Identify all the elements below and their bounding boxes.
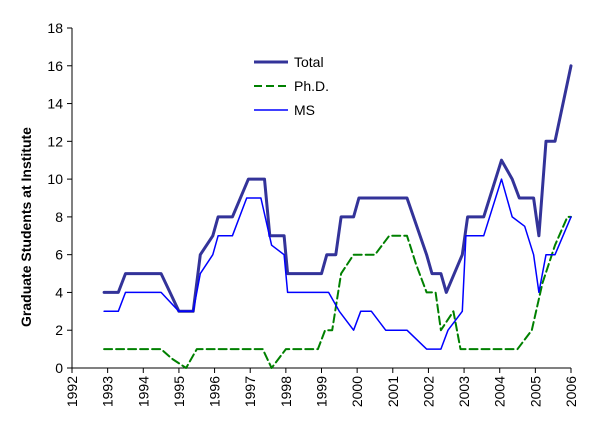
- x-tick-label: 2003: [456, 376, 472, 407]
- legend: Total Ph.D. MS: [254, 54, 329, 118]
- y-tick-label: 18: [47, 20, 63, 36]
- legend-label: Total: [294, 54, 324, 70]
- x-tick-label: 1998: [278, 376, 294, 407]
- series-line-ph-d: [103, 215, 572, 369]
- x-tick-label: 2004: [492, 376, 508, 407]
- y-tick-label: 8: [55, 209, 63, 225]
- x-axis-tick-labels: 1992 1993 1994 1995 1996 1997 1998 1999 2000 2001…: [64, 376, 579, 407]
- axes: [67, 27, 572, 373]
- x-tick-label: 2002: [420, 376, 436, 407]
- x-tick-label: 2001: [385, 376, 401, 407]
- y-tick-label: 0: [55, 360, 63, 376]
- x-tick-label: 1995: [171, 376, 187, 407]
- legend-label: Ph.D.: [294, 78, 329, 94]
- legend-label: MS: [294, 102, 315, 118]
- x-tick-label: 2006: [563, 376, 579, 407]
- y-axis-title: Graduate Students at Institute: [18, 127, 34, 327]
- series-line-total: [102, 64, 573, 313]
- x-tick-label: 2005: [527, 376, 543, 407]
- series-lines: [102, 64, 573, 369]
- x-tick-label: 1999: [314, 376, 330, 407]
- y-tick-label: 6: [55, 247, 63, 263]
- y-tick-label: 14: [47, 96, 63, 112]
- x-tick-label: 2000: [349, 376, 365, 407]
- x-tick-label: 1996: [207, 376, 223, 407]
- x-tick-label: 1993: [100, 376, 116, 407]
- y-tick-label: 16: [47, 58, 63, 74]
- x-tick-label: 1992: [64, 376, 80, 407]
- y-axis-tick-labels: 0 2 4 6 8 10 12 14 16 18: [47, 20, 63, 376]
- y-tick-label: 10: [47, 171, 63, 187]
- y-tick-label: 12: [47, 133, 63, 149]
- y-tick-label: 4: [55, 284, 63, 300]
- x-tick-label: 1997: [242, 376, 258, 407]
- y-tick-label: 2: [55, 322, 63, 338]
- series-line-ms: [103, 178, 572, 350]
- x-tick-label: 1994: [135, 376, 151, 407]
